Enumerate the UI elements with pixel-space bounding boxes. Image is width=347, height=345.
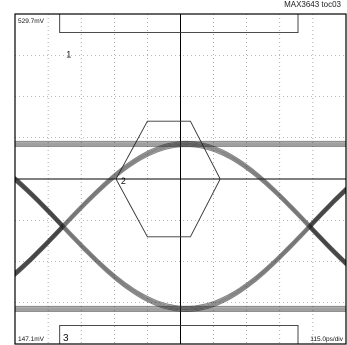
graticule [15,14,346,344]
top-voltage-label: 529.7mV [18,18,45,25]
edge-trace [309,188,346,227]
falling-trace [15,143,346,275]
rising-trace [15,175,346,307]
falling-trace [15,144,346,276]
rising-trace [15,177,346,309]
edge-trace [309,228,346,267]
edge-trace [15,179,64,228]
edge-trace [15,227,64,276]
edge-trace [15,228,64,277]
mask-top-region [59,14,299,34]
edge-trace [309,224,346,263]
bottom-voltage-label: 147.1mV [18,336,45,343]
marker-3: 3 [63,333,69,344]
edge-trace [15,177,64,226]
edge-trace [15,223,64,272]
edge-trace [15,226,64,275]
mask-hexagon [115,120,221,238]
falling-trace [15,142,346,274]
rising-trace [15,178,346,310]
edge-trace [309,190,346,228]
timebase-label: 115.0ps/div [310,336,344,343]
eye-mask [59,14,299,344]
edge-trace [309,186,346,225]
edge-trace [309,191,346,230]
edge-trace [309,226,346,265]
edge-trace [15,178,64,227]
falling-trace [15,145,346,278]
figure-id-label: MAX3643 toc03 [284,0,341,9]
edge-trace [309,223,346,262]
edge-trace [15,180,64,230]
mask-bottom-region [59,324,299,344]
falling-trace [15,140,346,273]
edge-trace [15,224,64,274]
edge-trace [15,175,64,225]
marker-2: 2 [121,176,126,186]
marker-1: 1 [66,49,71,59]
edge-trace [309,227,346,266]
rising-trace [15,180,346,312]
edge-trace [309,187,346,226]
rising-trace [15,179,346,311]
plot-frame [14,13,347,345]
eye-traces [15,140,346,312]
